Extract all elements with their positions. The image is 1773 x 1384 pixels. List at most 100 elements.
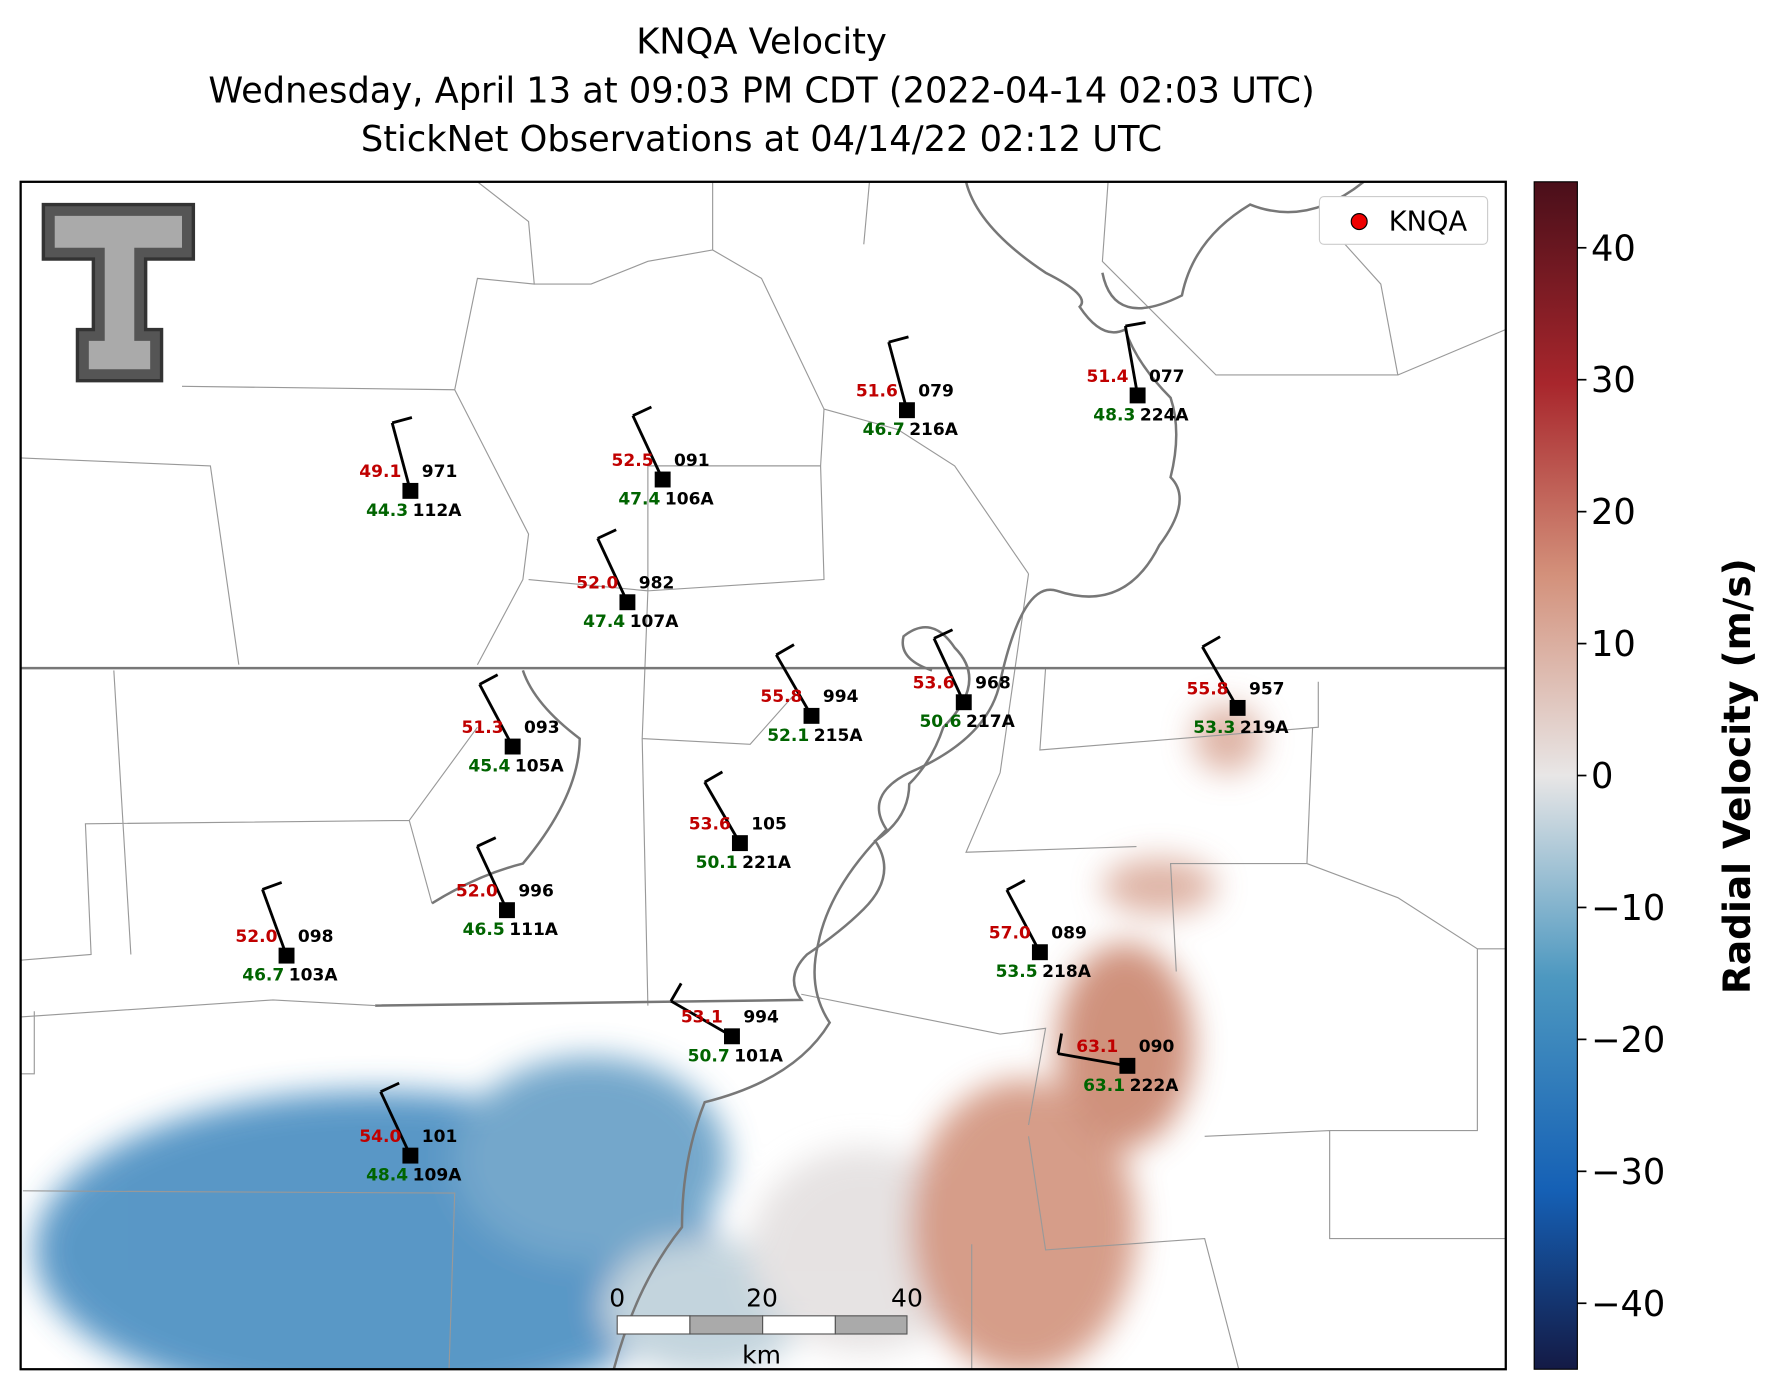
temperature: 53.6 — [913, 674, 955, 694]
scale-unit: km — [742, 1341, 781, 1370]
colorbar-tick-label: 30 — [1591, 360, 1636, 401]
temperature: 52.0 — [576, 574, 618, 594]
wind-barb — [1006, 879, 1026, 892]
station-id: 219A — [1240, 718, 1290, 738]
scale-tick-label: 40 — [891, 1284, 923, 1313]
wind-barb — [390, 422, 412, 492]
station-marker — [803, 707, 820, 724]
dewpoint: 53.3 — [1193, 718, 1235, 738]
wind-barb — [775, 654, 813, 717]
dewpoint: 52.1 — [767, 726, 809, 746]
colorbar-tick-label: 10 — [1591, 624, 1636, 665]
colorbar-tick-label: 20 — [1591, 492, 1636, 533]
legend[interactable]: KNQA — [1318, 196, 1489, 245]
station: 57.0 089 53.5 218A — [989, 879, 1092, 982]
station: 53.6 968 50.6 217A — [913, 628, 1016, 732]
dewpoint: 44.3 — [366, 501, 408, 521]
pressure: 968 — [975, 674, 1011, 694]
wind-barb — [596, 537, 629, 603]
station-id: 218A — [1042, 962, 1092, 982]
pressure: 101 — [422, 1127, 458, 1147]
temperature: 55.8 — [1186, 679, 1228, 699]
station-marker — [619, 594, 636, 611]
station-id: 103A — [289, 966, 339, 986]
colorbar-tick-label: −10 — [1591, 888, 1665, 929]
station-marker — [504, 738, 521, 755]
station: 51.4 077 48.3 224A — [1086, 321, 1190, 425]
colorbar-tick-label: −40 — [1591, 1284, 1665, 1325]
station-marker — [1129, 387, 1146, 404]
station-id: 224A — [1140, 405, 1190, 425]
dewpoint: 53.5 — [996, 962, 1038, 982]
dewpoint: 50.6 — [919, 712, 961, 732]
pressure: 089 — [1051, 924, 1087, 944]
dewpoint: 47.4 — [618, 490, 660, 510]
wind-barb — [670, 999, 733, 1038]
wind-barb — [703, 781, 742, 844]
colorbar — [1533, 181, 1578, 1370]
logo — [41, 202, 196, 383]
station: 52.5 091 47.4 106A — [612, 405, 715, 510]
pressure: 957 — [1249, 679, 1285, 699]
wind-barb — [933, 628, 954, 640]
station-id: 215A — [814, 726, 864, 746]
wind-barb — [1057, 1052, 1128, 1068]
station-id: 106A — [665, 490, 715, 510]
colorbar-tick-label: 40 — [1591, 228, 1636, 269]
pressure: 091 — [674, 451, 710, 471]
map-frame — [19, 180, 1507, 1371]
wind-barb — [932, 637, 966, 703]
legend-marker — [1350, 213, 1368, 231]
wind-barb — [775, 643, 795, 657]
station: 52.0 996 46.5 111A — [456, 836, 559, 940]
station: 51.6 079 46.7 216A — [856, 335, 959, 440]
station-marker — [724, 1028, 740, 1045]
station-marker — [955, 694, 972, 711]
station: 49.1 971 44.3 112A — [359, 416, 462, 521]
station: 52.0 982 47.4 107A — [576, 528, 679, 632]
radar-echo — [34, 704, 1262, 1370]
station: 52.0 098 46.7 103A — [235, 881, 339, 986]
colorbar-label: Radial Velocity (m/s) — [1715, 558, 1759, 994]
station: 55.8 957 53.3 219A — [1186, 635, 1290, 738]
temperature: 53.6 — [689, 814, 731, 834]
wind-barb — [1125, 321, 1146, 328]
title-line: StickNet Observations at 04/14/22 02:12 … — [361, 119, 1162, 160]
county-lines — [20, 181, 1506, 1370]
wind-barb — [887, 341, 909, 411]
station-id: 109A — [413, 1166, 463, 1186]
wind-barb — [669, 982, 683, 1002]
temperature: 51.3 — [462, 718, 504, 738]
scale-bar: km 0 20 40 — [609, 1284, 923, 1370]
colorbar-tick-label: −20 — [1591, 1020, 1665, 1061]
station-marker — [1119, 1057, 1136, 1074]
station-marker — [402, 482, 419, 499]
dewpoint: 63.1 — [1083, 1076, 1125, 1096]
station-id: 105A — [515, 757, 565, 777]
station-marker — [278, 947, 295, 964]
colorbar-tick-label: 0 — [1591, 756, 1613, 797]
wind-barb — [631, 415, 664, 481]
pressure: 971 — [422, 462, 458, 482]
station-id: 221A — [742, 853, 792, 873]
wind-barb — [478, 683, 514, 748]
station-marker — [499, 902, 515, 919]
scale-tick-label: 20 — [746, 1284, 778, 1313]
station-id: 101A — [734, 1046, 784, 1066]
station-marker — [731, 835, 748, 852]
temperature: 53.1 — [681, 1008, 723, 1028]
station-marker — [1229, 699, 1246, 716]
dewpoint: 50.1 — [696, 853, 738, 873]
temperature: 55.8 — [760, 687, 802, 707]
wind-barb — [475, 845, 509, 911]
station-id: 222A — [1130, 1076, 1180, 1096]
wind-barb — [632, 405, 653, 417]
wind-barb — [1005, 889, 1042, 953]
wind-barb — [478, 673, 499, 686]
pressure: 090 — [1139, 1037, 1175, 1057]
station: 53.6 105 50.1 221A — [689, 770, 792, 873]
wind-barb — [1056, 1033, 1063, 1054]
legend-label: KNQA — [1389, 207, 1468, 238]
